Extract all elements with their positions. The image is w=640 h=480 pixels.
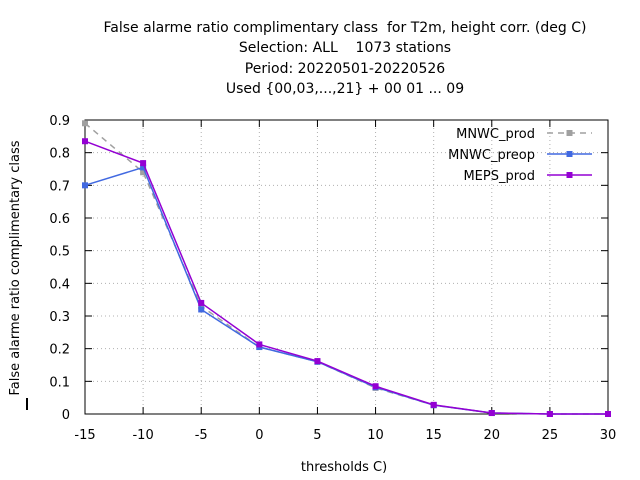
- y-tick-label: 0.3: [49, 310, 70, 325]
- legend-entry-meps-prod: MEPS_prod: [463, 169, 592, 184]
- legend-label: MNWC_preop: [448, 148, 535, 163]
- chart-title-line-2: Selection: ALL 1073 stations: [238, 40, 452, 56]
- y-tick-label: 0: [62, 408, 70, 423]
- data-point-mnwc-prod: [82, 120, 88, 127]
- legend-entry-mnwc-preop: MNWC_preop: [448, 148, 592, 163]
- legend-swatch-marker: [566, 151, 573, 157]
- data-point-meps-prod: [546, 411, 553, 417]
- x-tick-label: 15: [425, 428, 442, 443]
- legend: MNWC_prod MNWC_preop MEPS_prod: [448, 127, 592, 184]
- data-point-mnwc-preop: [140, 164, 147, 171]
- y-tick-label: 0.8: [49, 147, 70, 162]
- data-point-meps-prod: [372, 383, 379, 390]
- y-axis-ticks: 0 0.1 0.2 0.3 0.4 0.5 0.6 0.7 0.8 0.9: [49, 114, 608, 423]
- y-tick-label: 0.1: [49, 375, 70, 390]
- data-point-mnwc-preop: [82, 182, 88, 189]
- grid-lines: [85, 120, 608, 414]
- y-tick-label: 0.4: [49, 277, 70, 292]
- y-tick-label: 0.7: [49, 179, 70, 194]
- x-tick-label: -10: [132, 428, 153, 443]
- data-point-meps-prod: [488, 410, 495, 417]
- data-point-meps-prod: [314, 358, 321, 365]
- y-axis-label: False alarme ratio complimentary class: [8, 140, 23, 395]
- chart-title-line-3: Period: 20220501-20220526: [244, 61, 446, 77]
- data-point-meps-prod: [140, 160, 147, 167]
- data-point-meps-prod: [198, 299, 205, 306]
- x-tick-label: 5: [313, 428, 321, 443]
- x-tick-label: 25: [542, 428, 559, 443]
- series-mnwc-preop: [82, 164, 611, 417]
- chart-title-line-4: Used {00,03,...,21} + 00 01 ... 09: [225, 81, 465, 97]
- x-tick-label: 30: [600, 428, 617, 443]
- y-tick-label: 0.2: [49, 343, 70, 358]
- x-tick-label: 10: [367, 428, 384, 443]
- series-meps-prod: [82, 138, 611, 417]
- series-line-meps-prod: [84, 140, 608, 415]
- x-tick-label: -5: [195, 428, 208, 443]
- series-line-mnwc-prod: [84, 122, 608, 415]
- data-point-mnwc-prod: [198, 303, 205, 310]
- data-point-mnwc-preop: [198, 306, 205, 313]
- series-line-mnwc-preop: [84, 166, 608, 415]
- legend-label: MEPS_prod: [463, 169, 535, 184]
- data-point-meps-prod: [430, 401, 437, 408]
- plot-border: [84, 119, 609, 415]
- y-tick-label: 0.9: [49, 114, 70, 129]
- data-point-meps-prod: [605, 411, 611, 417]
- legend-entry-mnwc-prod: MNWC_prod: [456, 127, 592, 142]
- legend-label: MNWC_prod: [456, 127, 535, 142]
- x-tick-label: -15: [74, 428, 95, 443]
- series-layer: [82, 120, 611, 417]
- data-point-meps-prod: [82, 138, 88, 145]
- plot-frame: [84, 119, 609, 415]
- y-tick-label: 0.5: [49, 245, 70, 260]
- x-axis-label: thresholds C): [301, 460, 387, 475]
- data-point-mnwc-prod: [140, 169, 147, 176]
- data-point-meps-prod: [256, 341, 263, 348]
- y-tick-label: 0.6: [49, 212, 70, 227]
- legend-swatch-marker: [566, 130, 573, 136]
- x-tick-label: 0: [255, 428, 263, 443]
- chart-title-line-1: False alarme ratio complimentary class f…: [103, 20, 587, 36]
- series-mnwc-prod: [82, 120, 611, 417]
- legend-swatch-marker: [566, 172, 573, 178]
- x-tick-label: 20: [484, 428, 501, 443]
